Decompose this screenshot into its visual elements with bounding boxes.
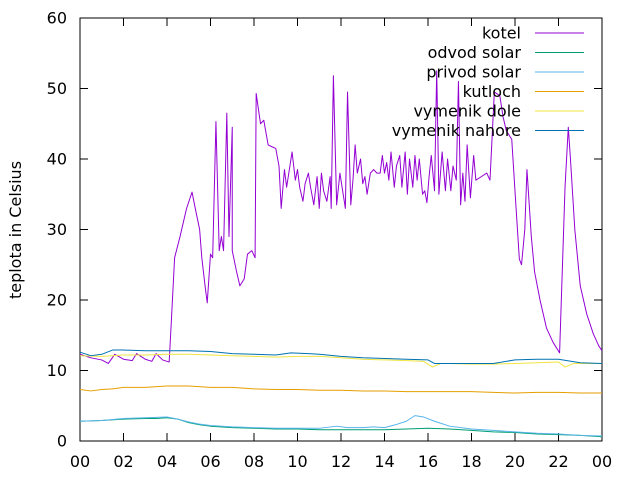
- x-tick-label: 20: [505, 452, 525, 471]
- legend-label: kutloch: [463, 82, 521, 101]
- x-tick-label: 08: [244, 452, 264, 471]
- y-tick-label: 10: [47, 361, 67, 380]
- x-tick-label: 16: [418, 452, 438, 471]
- x-tick-label: 18: [461, 452, 481, 471]
- legend-label: odvod solar: [428, 43, 522, 62]
- y-tick-label: 20: [47, 291, 67, 310]
- y-tick-label: 0: [57, 432, 67, 451]
- x-tick-label: 04: [157, 452, 177, 471]
- y-axis: 0 10 20 30 40 50 60: [47, 9, 602, 451]
- legend-label: privod solar: [426, 63, 521, 82]
- series-line-kotel: [79, 70, 603, 364]
- x-tick-label: 10: [287, 452, 307, 471]
- x-tick-label: 06: [200, 452, 220, 471]
- series-line-vymenik-dole: [79, 353, 602, 368]
- y-tick-label: 30: [47, 220, 67, 239]
- series-lines: [79, 70, 603, 438]
- x-tick-label: 00: [592, 452, 612, 471]
- x-tick-label: 00: [70, 452, 90, 471]
- series-line-vymenik-nahore: [79, 349, 603, 364]
- y-tick-label: 40: [47, 150, 67, 169]
- legend-label: vymenik dole: [413, 102, 521, 121]
- y-tick-label: 60: [47, 9, 67, 28]
- legend-label: vymenik nahore: [392, 121, 521, 140]
- series-line-privod-solar: [79, 415, 603, 437]
- x-tick-label: 02: [113, 452, 133, 471]
- series-line-odvod-solar: [79, 417, 603, 438]
- x-tick-label: 22: [548, 452, 568, 471]
- plot-border: [79, 17, 603, 442]
- x-tick-label: 14: [374, 452, 394, 471]
- series-line-kutloch: [79, 385, 602, 394]
- legend-label: kotel: [482, 24, 521, 43]
- y-axis-label: teplota in Celsius: [6, 161, 25, 299]
- x-axis: 00 02 04 06 08 10 12 14 16 18 20 22 00: [70, 18, 612, 471]
- x-tick-label: 12: [331, 452, 351, 471]
- plot-frame: [79, 17, 603, 442]
- y-tick-label: 50: [47, 79, 67, 98]
